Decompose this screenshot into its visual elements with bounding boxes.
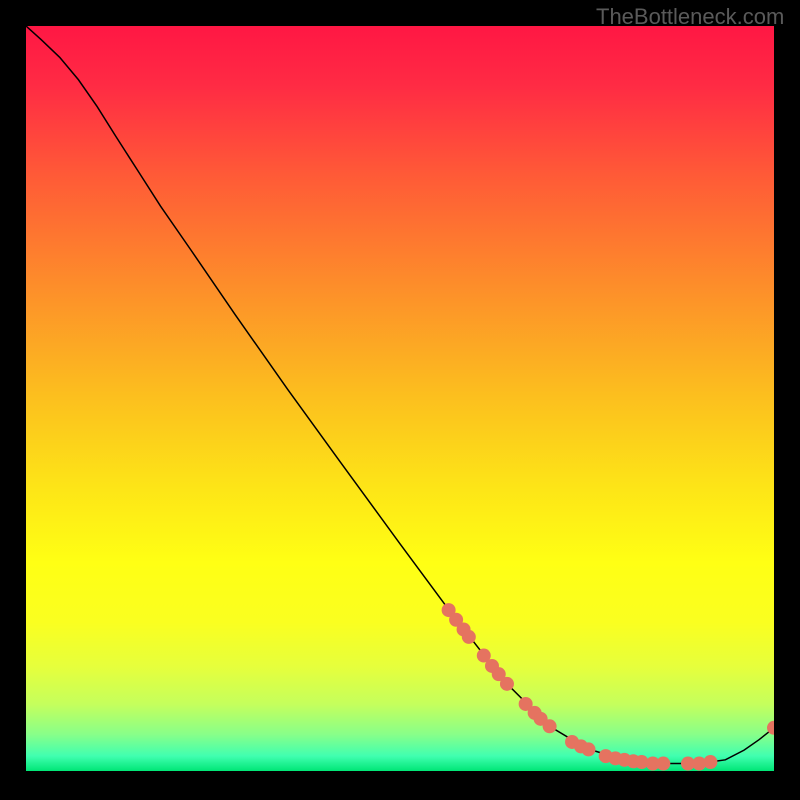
chart-svg [26,26,774,771]
data-marker [462,630,476,644]
chart-plot-area [26,26,774,771]
watermark-text: TheBottleneck.com [596,4,784,30]
data-marker [582,742,596,756]
data-marker [543,719,557,733]
chart-background [26,26,774,771]
data-marker [703,755,717,769]
data-marker [500,677,514,691]
data-marker [656,757,670,771]
